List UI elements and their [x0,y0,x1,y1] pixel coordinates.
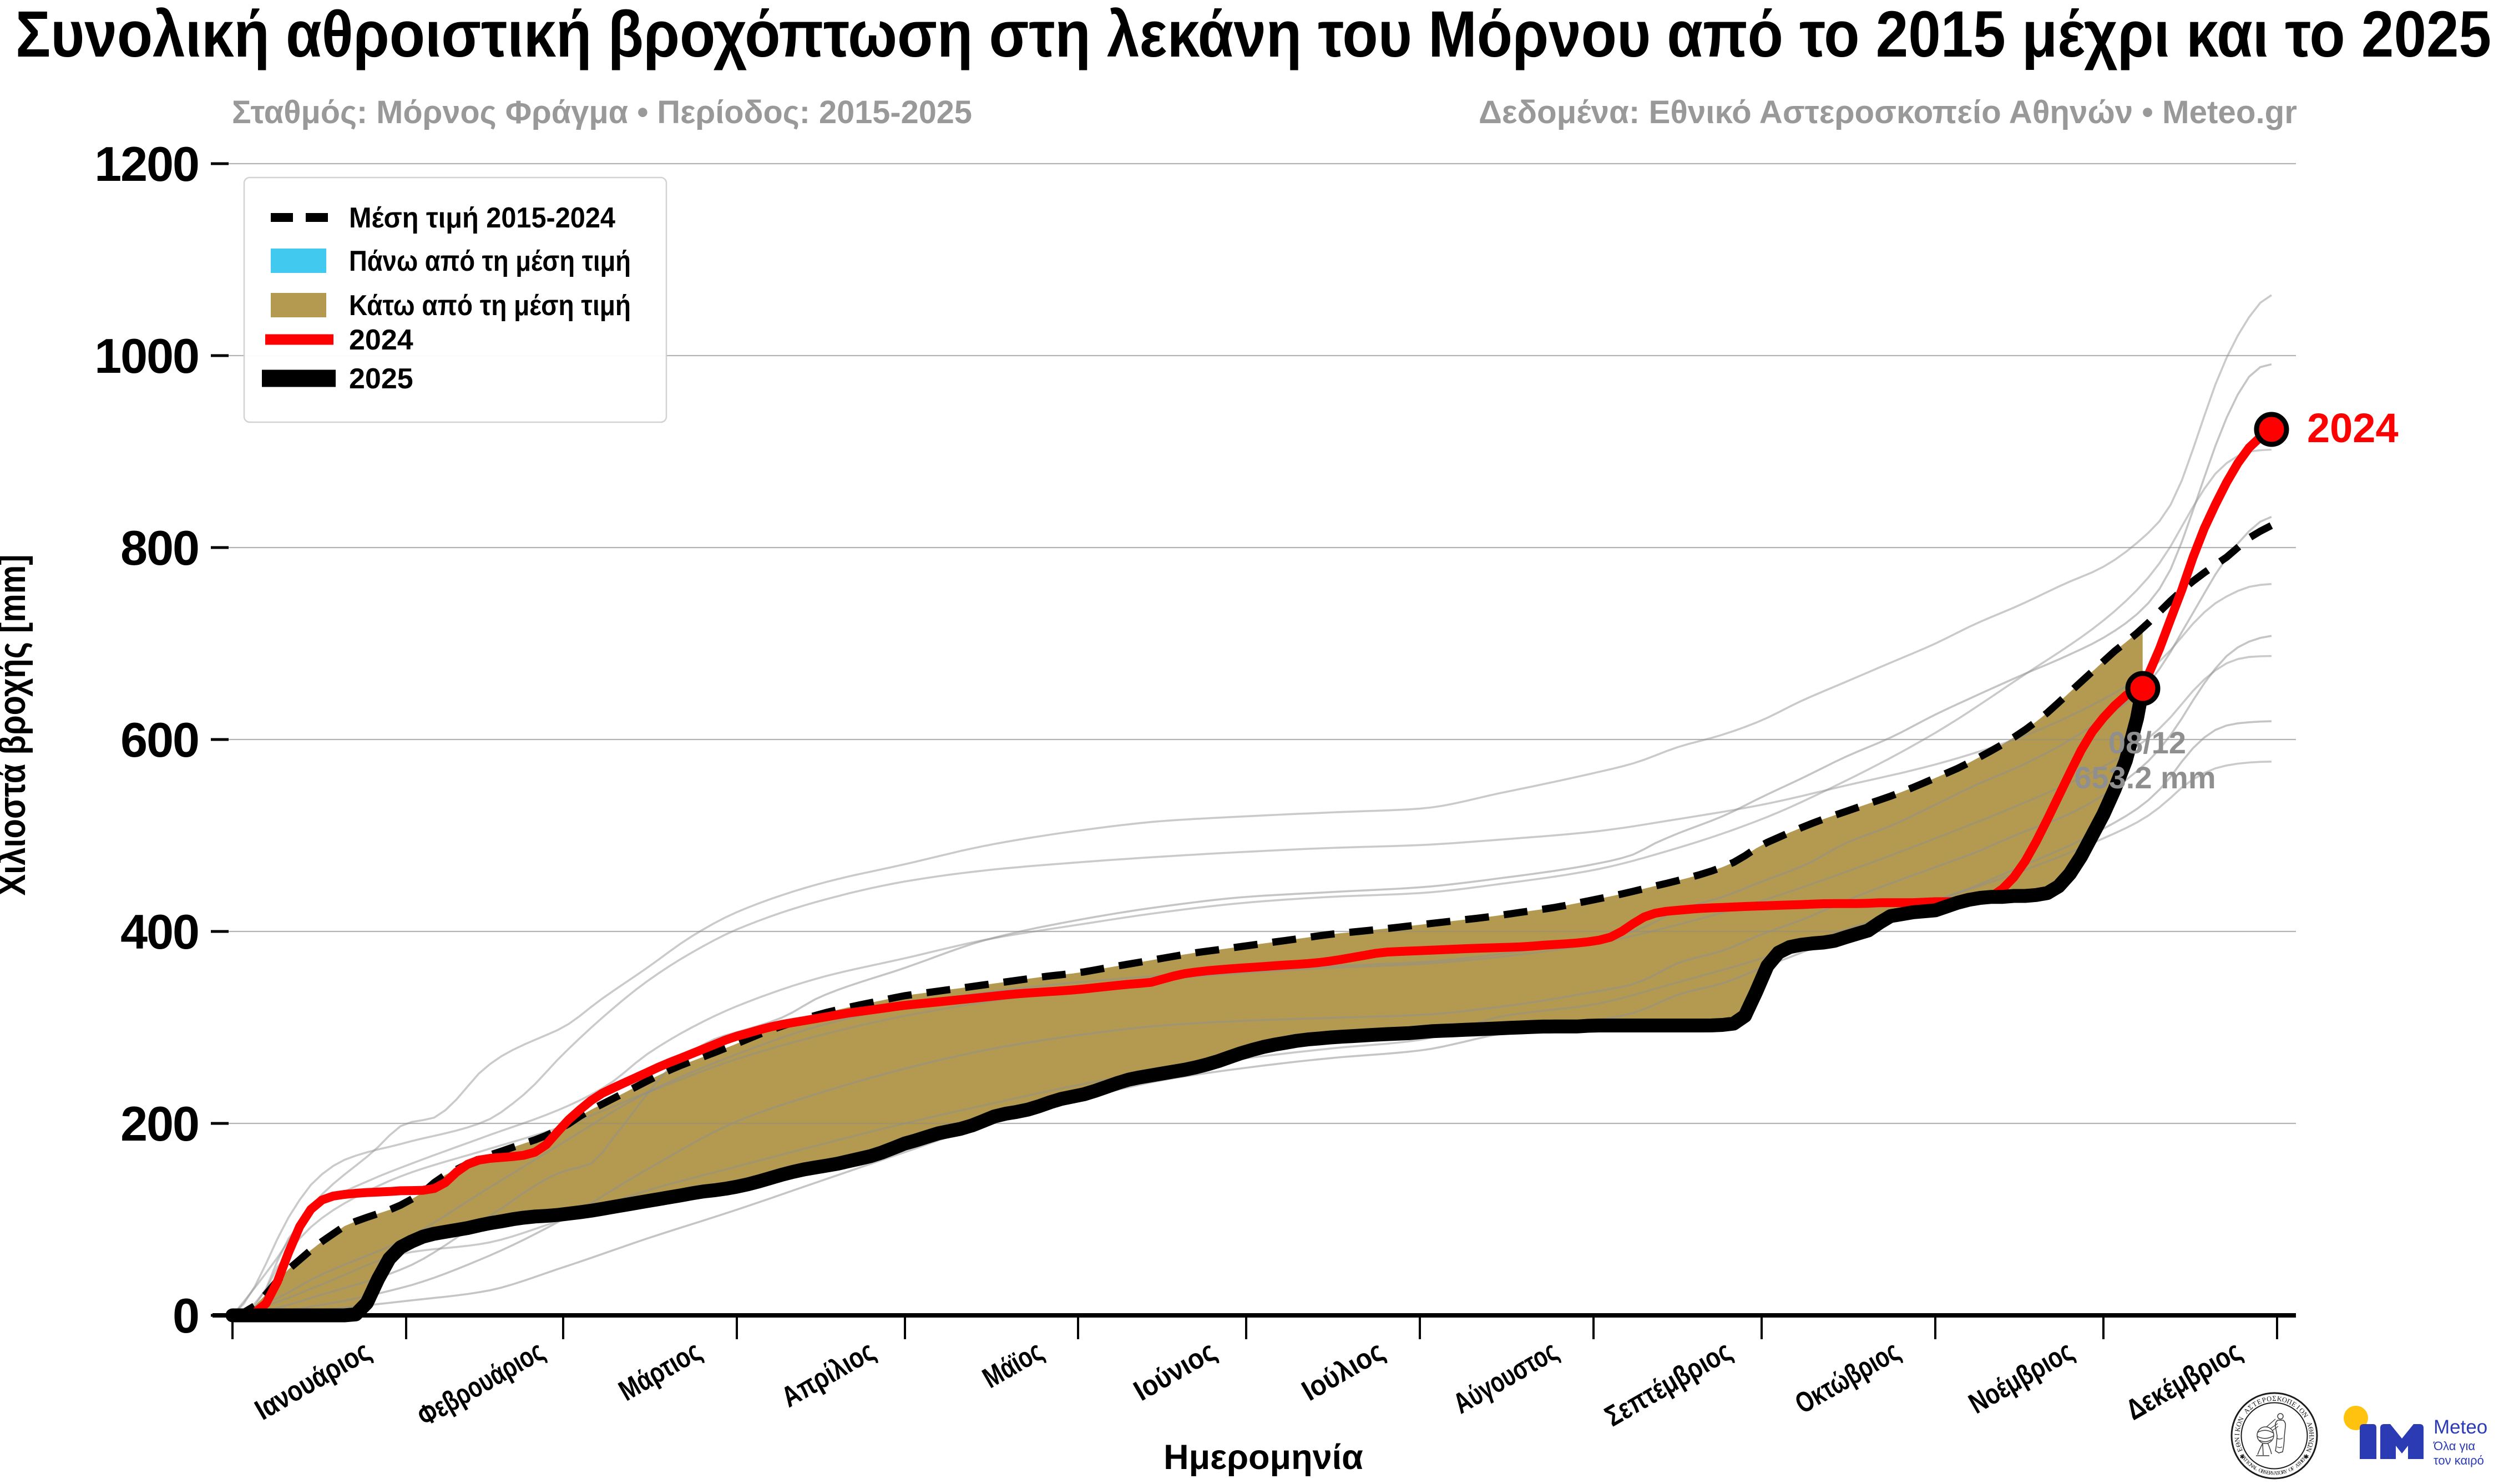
svg-text:τον καιρό: τον καιρό [2434,1453,2484,1467]
svg-text:Συνολική αθροιστική βροχόπτωση: Συνολική αθροιστική βροχόπτωση στη λεκάν… [16,0,2491,71]
svg-text:2025: 2025 [349,363,413,395]
svg-text:Μέση τιμή 2015-2024: Μέση τιμή 2015-2024 [349,202,615,234]
svg-text:Σταθμός: Μόρνος Φράγμα • Περίο: Σταθμός: Μόρνος Φράγμα • Περίοδος: 2015-… [232,94,972,130]
svg-text:L: L [2253,1466,2258,1472]
svg-text:Σ: Σ [2272,1395,2276,1402]
svg-text:A: A [2274,1471,2278,1476]
svg-text:Κάτω από τη μέση τιμή: Κάτω από τη μέση τιμή [349,290,631,322]
svg-text:2024: 2024 [2307,405,2399,451]
svg-text:V: V [2271,1471,2275,1476]
svg-text:Κ: Κ [2233,1426,2242,1432]
svg-text:R: R [2281,1470,2286,1476]
svg-text:Πάνω από τη μέση τιμή: Πάνω από τη μέση τιμή [349,245,631,277]
svg-text:F: F [2290,1466,2296,1472]
svg-text:Η: Η [2308,1432,2315,1437]
svg-text:O: O [2246,1461,2253,1467]
svg-text:S: S [2303,1453,2309,1459]
svg-text:B: B [2260,1469,2265,1475]
svg-text:Όλα για: Όλα για [2433,1439,2475,1453]
svg-text:A: A [2294,1462,2301,1469]
svg-text:0: 0 [173,1288,199,1343]
svg-text:Ι: Ι [2233,1433,2241,1436]
svg-text:O: O [2278,1470,2283,1476]
svg-text:1200: 1200 [94,136,199,191]
svg-text:R: R [2268,1471,2273,1477]
svg-text:Ν: Ν [2233,1437,2242,1442]
svg-text:Ρ: Ρ [2261,1396,2267,1404]
svg-text:Ο: Ο [2266,1395,2272,1403]
svg-text:Ω: Ω [2306,1441,2315,1448]
svg-text:200: 200 [120,1096,199,1151]
svg-text:2024: 2024 [349,324,413,356]
svg-text:653.2 mm: 653.2 mm [2074,760,2215,795]
svg-text:O: O [2258,1468,2263,1475]
svg-text:Α: Α [2305,1421,2314,1428]
svg-text:I: I [2245,1460,2250,1465]
svg-text:800: 800 [120,520,199,575]
svg-text:T: T [2243,1457,2249,1463]
svg-text:Ημερομηνία: Ημερομηνία [1164,1438,1363,1477]
svg-text:T: T [2296,1461,2303,1467]
svg-text:Δεδομένα: Εθνικό Αστεροσκοπείο: Δεδομένα: Εθνικό Αστεροσκοπείο Αθηνών • … [1479,94,2297,130]
svg-text:A: A [2250,1464,2257,1471]
svg-text:N: N [2239,1453,2246,1460]
svg-text:A: A [2240,1455,2247,1462]
svg-text:Χιλιοστά βροχής [mm]: Χιλιοστά βροχής [mm] [0,555,33,896]
svg-text:400: 400 [120,904,199,959]
svg-text:Ο: Ο [2234,1421,2243,1428]
svg-text:Κ: Κ [2277,1395,2283,1403]
svg-text:O: O [2288,1467,2294,1473]
svg-text:N: N [2248,1462,2255,1469]
svg-text:S: S [2263,1470,2268,1476]
svg-text:08/12: 08/12 [2108,725,2186,760]
svg-text:Y: Y [2283,1468,2289,1475]
svg-text:Ν: Ν [2307,1437,2315,1442]
svg-text:E: E [2266,1470,2270,1476]
svg-text:T: T [2277,1471,2280,1477]
svg-text:N: N [2301,1455,2308,1462]
svg-text:E: E [2300,1457,2306,1463]
svg-text:Θ: Θ [2234,1441,2243,1448]
svg-text:Meteo: Meteo [2434,1416,2487,1438]
svg-text:1000: 1000 [94,328,199,383]
svg-text:Ο: Ο [2281,1396,2288,1405]
svg-text:600: 600 [120,712,199,767]
svg-text:Θ: Θ [2306,1426,2315,1432]
